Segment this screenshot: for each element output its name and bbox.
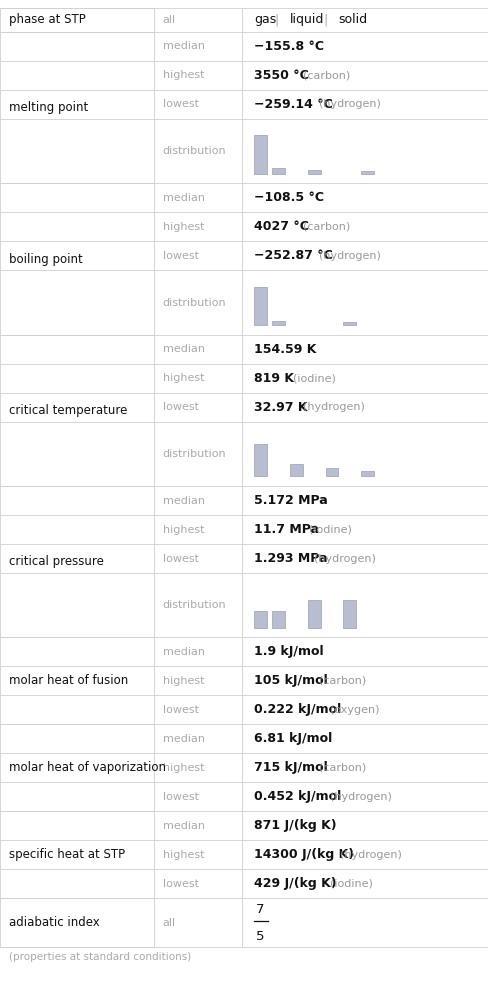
- Text: 154.59 K: 154.59 K: [254, 342, 316, 356]
- Text: |: |: [315, 14, 335, 26]
- Text: 715 kJ/mol: 715 kJ/mol: [254, 761, 327, 774]
- Text: (hydrogen): (hydrogen): [319, 99, 381, 110]
- Text: 5.172 MPa: 5.172 MPa: [254, 494, 327, 507]
- Text: −155.8 °C: −155.8 °C: [254, 40, 324, 53]
- Text: (properties at standard conditions): (properties at standard conditions): [9, 952, 191, 961]
- Text: highest: highest: [163, 763, 204, 773]
- Bar: [289, 464, 302, 477]
- Text: (carbon): (carbon): [319, 763, 366, 773]
- Text: boiling point: boiling point: [9, 252, 82, 266]
- Text: 4027 °C: 4027 °C: [254, 221, 308, 233]
- Text: lowest: lowest: [163, 251, 199, 261]
- Text: phase at STP: phase at STP: [9, 14, 85, 26]
- Bar: [361, 471, 373, 477]
- Text: −259.14 °C: −259.14 °C: [254, 98, 332, 111]
- Text: 819 K: 819 K: [254, 372, 294, 385]
- Text: molar heat of vaporization: molar heat of vaporization: [9, 761, 165, 774]
- Text: (carbon): (carbon): [319, 676, 366, 686]
- Text: adiabatic index: adiabatic index: [9, 916, 100, 929]
- Bar: [254, 135, 266, 174]
- Text: (carbon): (carbon): [303, 71, 350, 80]
- Bar: [271, 610, 285, 628]
- Text: 6.81 kJ/mol: 6.81 kJ/mol: [254, 733, 332, 746]
- Text: critical temperature: critical temperature: [9, 404, 127, 417]
- Bar: [254, 610, 266, 628]
- Text: 1.293 MPa: 1.293 MPa: [254, 552, 327, 565]
- Text: all: all: [163, 15, 176, 25]
- Text: −252.87 °C: −252.87 °C: [254, 249, 332, 262]
- Text: median: median: [163, 193, 204, 203]
- Text: (carbon): (carbon): [303, 222, 350, 232]
- Text: 1.9 kJ/mol: 1.9 kJ/mol: [254, 645, 323, 658]
- Text: specific heat at STP: specific heat at STP: [9, 849, 124, 861]
- Text: 429 J/(kg K): 429 J/(kg K): [254, 877, 336, 891]
- Text: distribution: distribution: [163, 297, 226, 307]
- Text: highest: highest: [163, 850, 204, 860]
- Text: median: median: [163, 41, 204, 51]
- Text: distribution: distribution: [163, 449, 226, 459]
- Text: highest: highest: [163, 525, 204, 535]
- Text: 0.222 kJ/mol: 0.222 kJ/mol: [254, 703, 341, 716]
- Text: lowest: lowest: [163, 402, 199, 412]
- Text: median: median: [163, 495, 204, 505]
- Text: melting point: melting point: [9, 101, 88, 114]
- Text: |: |: [267, 14, 287, 26]
- Text: −108.5 °C: −108.5 °C: [254, 191, 324, 204]
- Text: lowest: lowest: [163, 553, 199, 563]
- Text: (hydrogen): (hydrogen): [319, 251, 381, 261]
- Text: liquid: liquid: [289, 14, 323, 26]
- Text: solid: solid: [337, 14, 366, 26]
- Text: (hydrogen): (hydrogen): [303, 402, 365, 412]
- Text: highest: highest: [163, 676, 204, 686]
- Bar: [271, 321, 285, 325]
- Text: gas: gas: [254, 14, 276, 26]
- Text: median: median: [163, 647, 204, 657]
- Text: 32.97 K: 32.97 K: [254, 400, 307, 414]
- Text: lowest: lowest: [163, 792, 199, 801]
- Text: median: median: [163, 344, 204, 354]
- Text: distribution: distribution: [163, 600, 226, 610]
- Bar: [254, 286, 266, 325]
- Bar: [307, 600, 320, 628]
- Text: lowest: lowest: [163, 705, 199, 715]
- Text: lowest: lowest: [163, 99, 199, 110]
- Text: 7: 7: [256, 904, 264, 916]
- Text: 0.452 kJ/mol: 0.452 kJ/mol: [254, 791, 341, 803]
- Text: (iodine): (iodine): [329, 879, 372, 889]
- Bar: [254, 444, 266, 477]
- Bar: [307, 170, 320, 174]
- Text: 105 kJ/mol: 105 kJ/mol: [254, 675, 327, 688]
- Text: critical pressure: critical pressure: [9, 555, 103, 568]
- Text: (iodine): (iodine): [292, 373, 335, 384]
- Text: (hydrogen): (hydrogen): [313, 553, 375, 563]
- Text: 3550 °C: 3550 °C: [254, 69, 308, 82]
- Bar: [343, 322, 355, 325]
- Bar: [271, 168, 285, 174]
- Text: highest: highest: [163, 373, 204, 384]
- Text: 5: 5: [256, 930, 264, 943]
- Text: highest: highest: [163, 71, 204, 80]
- Text: median: median: [163, 821, 204, 831]
- Text: 11.7 MPa: 11.7 MPa: [254, 523, 319, 536]
- Bar: [325, 468, 338, 477]
- Text: distribution: distribution: [163, 146, 226, 156]
- Text: (hydrogen): (hydrogen): [329, 792, 391, 801]
- Bar: [343, 600, 355, 628]
- Text: highest: highest: [163, 222, 204, 232]
- Text: molar heat of fusion: molar heat of fusion: [9, 675, 128, 688]
- Text: 871 J/(kg K): 871 J/(kg K): [254, 819, 336, 833]
- Bar: [361, 171, 373, 174]
- Text: lowest: lowest: [163, 879, 199, 889]
- Text: median: median: [163, 734, 204, 744]
- Text: (hydrogen): (hydrogen): [340, 850, 402, 860]
- Text: (iodine): (iodine): [308, 525, 351, 535]
- Text: all: all: [163, 917, 176, 927]
- Text: (oxygen): (oxygen): [329, 705, 379, 715]
- Text: 14300 J/(kg K): 14300 J/(kg K): [254, 849, 354, 861]
